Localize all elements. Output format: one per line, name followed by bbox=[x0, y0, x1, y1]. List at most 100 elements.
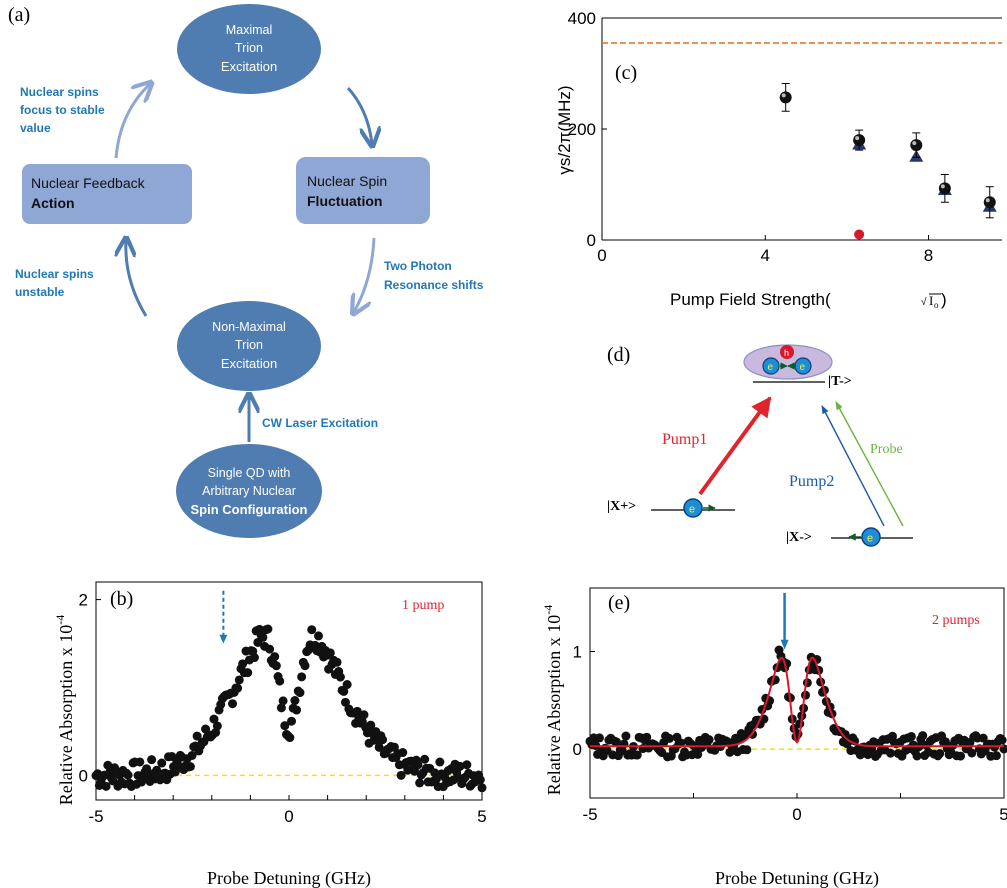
fluctuation-line1: Nuclear Spin bbox=[307, 173, 387, 189]
two-photon-label-line2: Resonance shifts bbox=[384, 278, 484, 292]
e-xtick-label: 5 bbox=[999, 805, 1007, 824]
b-data-point bbox=[258, 632, 268, 642]
maximal-trion-node bbox=[177, 4, 321, 94]
b-data-point bbox=[212, 721, 222, 731]
nuclear-spin-fluctuation-node bbox=[296, 157, 430, 224]
c-circle-point bbox=[938, 182, 951, 195]
b-data-point bbox=[435, 757, 445, 767]
c-xtick-label: 0 bbox=[597, 246, 606, 265]
feedback-line2: Action bbox=[31, 195, 75, 211]
non-maximal-trion-node bbox=[177, 301, 321, 391]
b-ylabel-text: Relative Absorption x 10 bbox=[56, 625, 76, 805]
b-data-point bbox=[147, 755, 157, 765]
fluctuation-line2: Fluctuation bbox=[307, 193, 382, 209]
electron-label-2: e bbox=[800, 362, 806, 373]
electron-label-1: e bbox=[768, 362, 774, 373]
arrow-feedback-to-maximal bbox=[114, 84, 150, 159]
b-data-point bbox=[335, 672, 345, 682]
electron-label-xplus: e bbox=[689, 504, 695, 516]
c-xlabel-sub: o bbox=[934, 300, 939, 310]
maximal-line1: Maximal bbox=[226, 23, 273, 37]
qd-line2: Arbitrary Nuclear bbox=[202, 484, 296, 498]
b-data-point bbox=[462, 760, 472, 770]
e-data-point bbox=[940, 737, 950, 747]
c-red-point bbox=[854, 229, 865, 240]
b-data-point bbox=[263, 624, 273, 634]
nonmaximal-line2: Trion bbox=[235, 338, 263, 352]
probe-label: Probe bbox=[870, 442, 903, 457]
b-data-point bbox=[142, 764, 152, 774]
b-data-point bbox=[278, 696, 288, 706]
nuclear-feedback-node bbox=[22, 164, 192, 224]
pump1-arrow bbox=[698, 396, 772, 496]
e-data-point bbox=[840, 729, 850, 739]
b-data-point bbox=[325, 648, 335, 658]
b-data-point bbox=[270, 652, 280, 662]
b-ytick-label: 0 bbox=[79, 766, 88, 785]
b-data-point bbox=[292, 705, 302, 715]
e-data-point bbox=[906, 731, 916, 741]
b-data-point bbox=[185, 762, 195, 772]
e-ylabel-exp: -4 bbox=[541, 605, 555, 615]
unstable-label-line1: Nuclear spins bbox=[15, 267, 94, 281]
xminus-state-label: |X-> bbox=[786, 530, 812, 545]
arrow-fluctuation-to-nonmaximal bbox=[354, 237, 376, 312]
b-xtick-label: -5 bbox=[88, 807, 103, 826]
b-data-point bbox=[238, 659, 248, 669]
b-data-point bbox=[135, 757, 145, 767]
focus-label-line1: Nuclear spins bbox=[20, 85, 99, 99]
c-ytick-label: 400 bbox=[568, 9, 596, 28]
e-data-point bbox=[997, 735, 1007, 745]
probe-arrow bbox=[835, 401, 904, 527]
b-data-point bbox=[295, 688, 305, 698]
c-ytick-label: 0 bbox=[587, 231, 596, 250]
b-data-point bbox=[228, 699, 238, 709]
e-xtick-label: -5 bbox=[582, 805, 597, 824]
b-data-point bbox=[300, 661, 310, 671]
e-ylabel-text: Relative Absorption x 10 bbox=[544, 615, 564, 795]
c-xlabel-radical: √ bbox=[921, 296, 927, 308]
e-data-point bbox=[912, 751, 922, 761]
b-xtick-label: 5 bbox=[477, 807, 486, 826]
c-circle-highlight bbox=[940, 184, 945, 189]
b-data-point bbox=[366, 720, 376, 730]
panel-label-b: (b) bbox=[110, 588, 133, 610]
nonmaximal-line3: Excitation bbox=[221, 356, 277, 371]
panel-label-a: (a) bbox=[8, 4, 31, 26]
electron-label-xminus: e bbox=[867, 533, 873, 545]
chart-b: -5 0 5 0 2 (b) 1 pump Relative Absorption x … bbox=[53, 581, 487, 888]
c-xtick-label: 4 bbox=[761, 246, 770, 265]
b-data-point bbox=[455, 761, 465, 771]
c-xlabel: Pump Field Strength( √ I o ) bbox=[670, 290, 947, 310]
e-annotation: 2 pumps bbox=[932, 613, 980, 628]
e-data-point bbox=[935, 749, 945, 759]
nonmaximal-line1: Non-Maximal bbox=[212, 320, 286, 334]
b-data-point bbox=[243, 668, 253, 678]
e-data-point bbox=[918, 731, 928, 741]
e-ytick-label: 0 bbox=[573, 740, 582, 759]
b-data-point bbox=[307, 625, 317, 635]
hole-label: h bbox=[784, 348, 789, 358]
c-xlabel-sqrt: I bbox=[929, 293, 933, 308]
e-data-point bbox=[664, 733, 674, 743]
e-data-point bbox=[642, 732, 652, 742]
b-data-point bbox=[101, 781, 111, 791]
b-data-point bbox=[265, 644, 275, 654]
b-annotation: 1 pump bbox=[402, 598, 444, 613]
b-ylabel-exp: -4 bbox=[53, 615, 67, 625]
cw-laser-label: CW Laser Excitation bbox=[262, 416, 378, 430]
e-fit-curve bbox=[590, 656, 1004, 748]
b-data-point bbox=[477, 783, 487, 793]
electron-icon-xplus bbox=[683, 498, 703, 518]
trion-state-label: |T-> bbox=[828, 374, 852, 389]
qd-line1: Single QD with bbox=[208, 466, 291, 480]
pump1-label: Pump1 bbox=[662, 431, 707, 448]
single-qd-node bbox=[176, 444, 322, 538]
pump2-label: Pump2 bbox=[789, 473, 834, 490]
focus-label-line2: focus to stable bbox=[20, 103, 105, 117]
xplus-state-label: |X+> bbox=[607, 499, 636, 514]
feedback-line1: Nuclear Feedback bbox=[31, 175, 146, 191]
e-data-point bbox=[991, 751, 1001, 761]
e-ylabel: Relative Absorption x 10-4 bbox=[541, 605, 564, 795]
b-data-point bbox=[276, 703, 286, 713]
